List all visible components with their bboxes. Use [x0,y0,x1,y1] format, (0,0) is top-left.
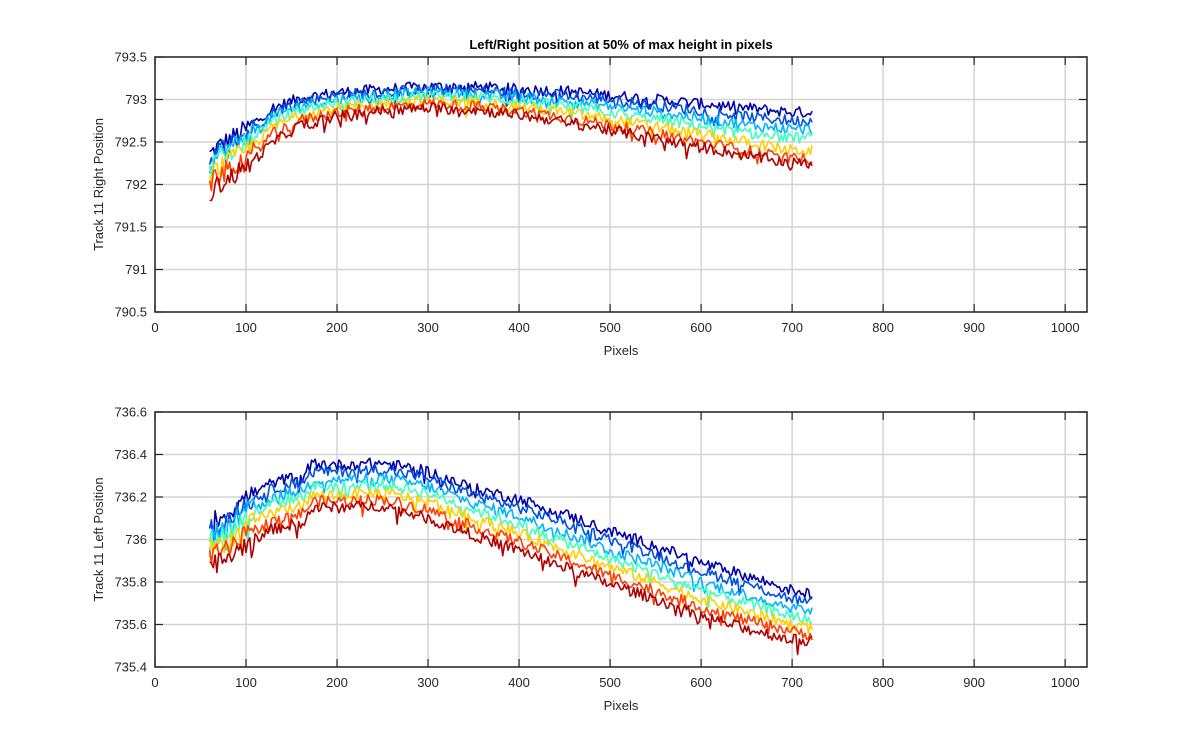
x-tick-label: 500 [599,675,621,690]
y-tick-label: 736 [125,532,147,547]
series-line-3 [208,90,813,177]
y-tick-label: 736.6 [114,405,147,420]
series-line-4 [208,487,813,635]
x-tick-label: 100 [235,675,257,690]
series-line-5 [208,494,813,641]
x-tick-label: 300 [417,320,439,335]
x-tick-label: 900 [963,320,985,335]
y-tick-label: 793.5 [114,50,147,65]
series-line-1 [208,464,813,606]
y-tick-label: 736.4 [114,447,147,462]
x-tick-label: 1000 [1051,320,1080,335]
y-tick-label: 735.6 [114,617,147,632]
x-tick-label: 200 [326,320,348,335]
y-axis-label: Track 11 Left Position [91,477,106,601]
x-tick-label: 800 [872,320,894,335]
plot-left-position: 0 100 200 300 400 500 600 700 800 900 1000 735.4 735… [91,405,1088,713]
y-tick-label: 736.2 [114,490,147,505]
series-line-2 [208,472,813,615]
y-tick-label: 791 [125,262,147,277]
y-tick-label: 792 [125,177,147,192]
y-tick-label: 791.5 [114,220,147,235]
x-tick-label: 800 [872,675,894,690]
y-tick-label: 735.4 [114,660,147,675]
y-tick-label: 735.8 [114,575,147,590]
x-tick-label: 100 [235,320,257,335]
x-tick-label: 0 [151,675,158,690]
series-line-6 [209,500,813,656]
y-axis-label: Track 11 Right Position [91,118,106,251]
x-tick-label: 600 [690,320,712,335]
x-tick-label: 400 [508,320,530,335]
y-tick-label: 790.5 [114,305,147,320]
x-tick-label: 700 [781,675,803,690]
x-tick-label: 600 [690,675,712,690]
series-line-4 [208,94,813,186]
y-tick-label: 793 [125,92,147,107]
series-line-6 [209,102,813,202]
x-tick-label: 700 [781,320,803,335]
series-line-1 [208,83,813,168]
y-tick-label: 792.5 [114,135,147,150]
plot-right-position: 0 100 200 300 400 500 600 700 800 900 1000 790.5 791… [91,37,1088,358]
chart-title: Left/Right position at 50% of max height… [469,37,772,52]
x-tick-label: 500 [599,320,621,335]
x-axis-label: Pixels [604,698,639,713]
x-axis-label: Pixels [604,343,639,358]
x-tick-label: 200 [326,675,348,690]
x-tick-label: 0 [151,320,158,335]
x-tick-label: 300 [417,675,439,690]
x-tick-label: 400 [508,675,530,690]
x-tick-label: 1000 [1051,675,1080,690]
x-tick-label: 900 [963,675,985,690]
